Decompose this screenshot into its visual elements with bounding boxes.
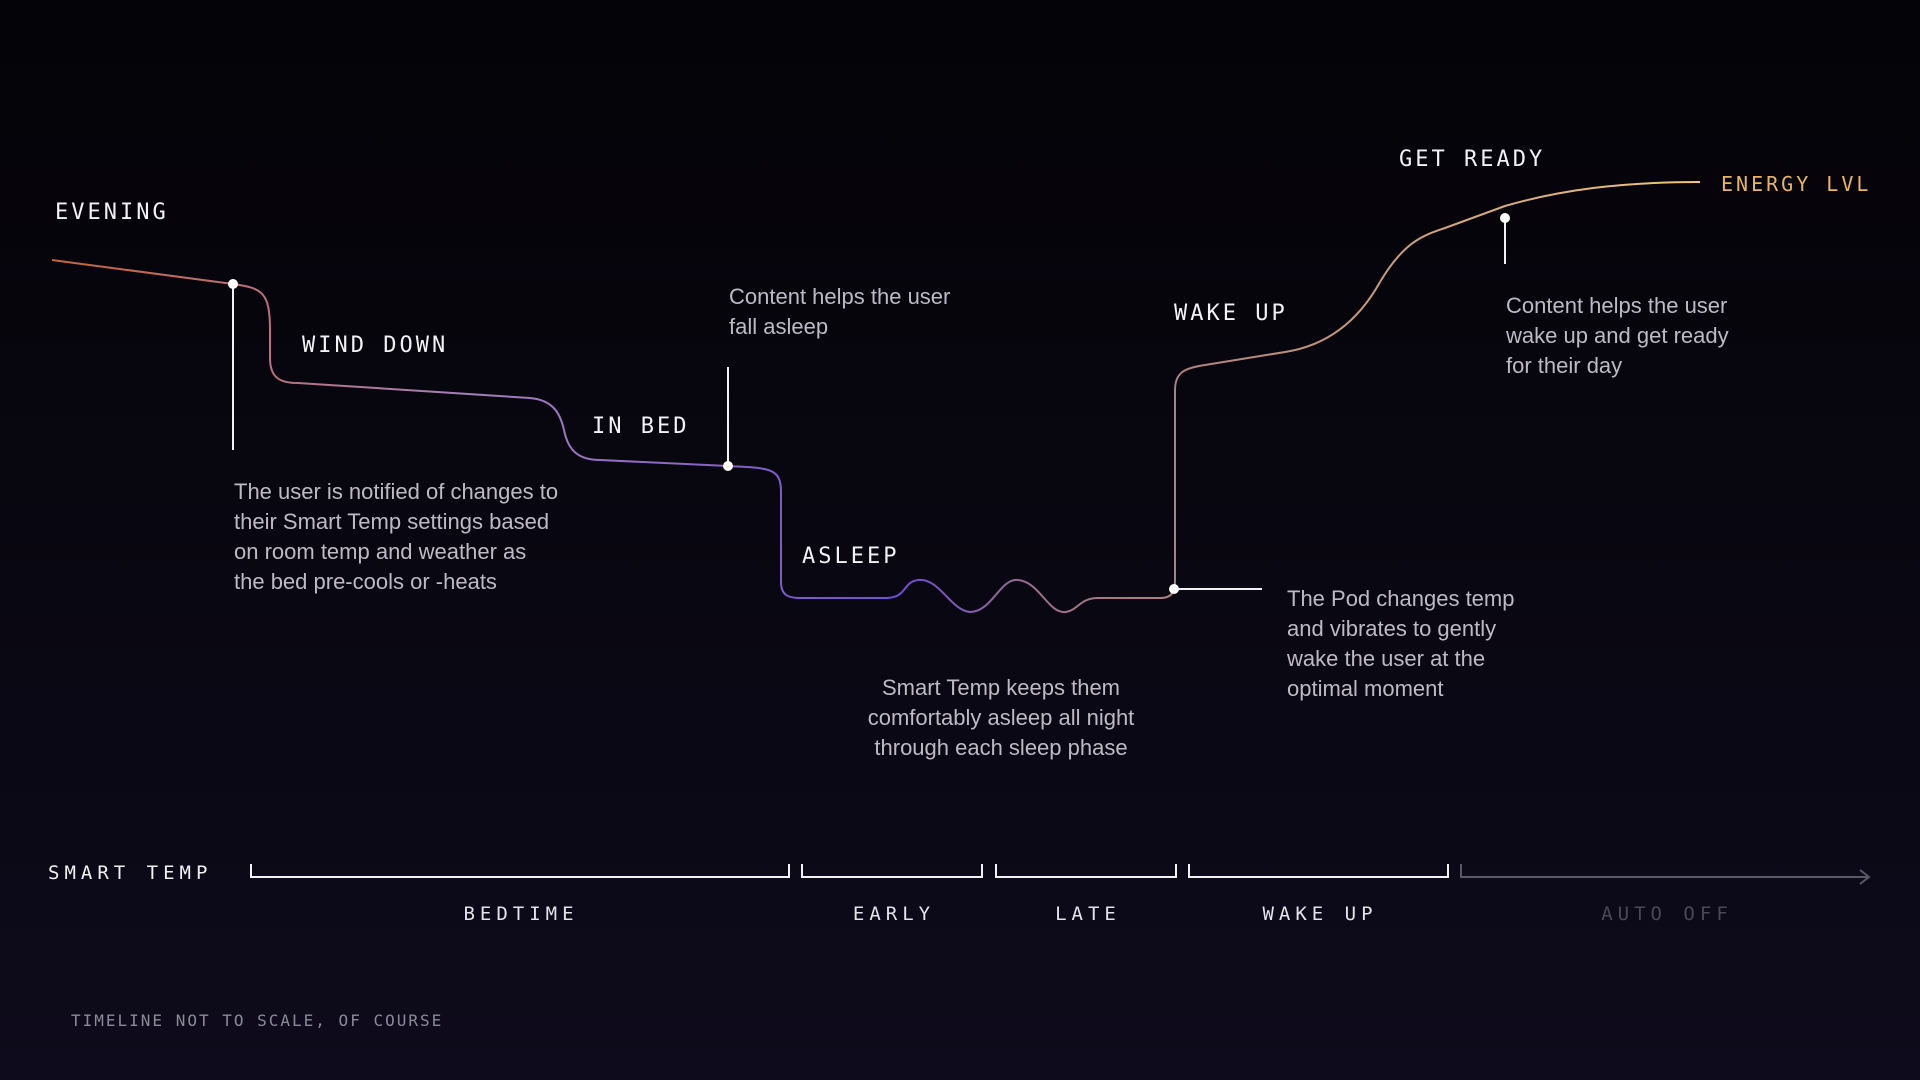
- timeline-title: SMART TEMP: [48, 862, 213, 884]
- stage-label-get-ready: GET READY: [1399, 147, 1546, 172]
- in-bed-dot: [723, 461, 733, 471]
- stage-label-wind-down: WIND DOWN: [302, 333, 449, 358]
- auto-off-bracket: [1460, 864, 1868, 878]
- wind-down-dot: [228, 279, 238, 289]
- wind-down-description: The user is notified of changes to their…: [234, 479, 559, 594]
- stage-markers: [232, 218, 1506, 590]
- segment-label-early: EARLY: [852, 903, 936, 925]
- bedtime-bracket: [250, 864, 790, 878]
- wake-up-dot: [1169, 584, 1179, 594]
- stage-label-in-bed: IN BED: [592, 414, 690, 439]
- footnote: TIMELINE NOT TO SCALE, OF COURSE: [71, 1011, 444, 1030]
- asleep-description: Smart Temp keeps them comfortably asleep…: [867, 675, 1135, 760]
- segment-label-late: LATE: [1055, 903, 1121, 925]
- early-bracket: [801, 864, 983, 878]
- timeline-arrow-icon: [1859, 869, 1871, 885]
- get-ready-dot: [1500, 213, 1510, 223]
- wake-up-description: The Pod changes temp and vibrates to gen…: [1287, 586, 1515, 701]
- energy-curve: [51, 181, 1701, 614]
- stage-label-asleep: ASLEEP: [802, 544, 900, 569]
- late-bracket: [995, 864, 1177, 878]
- segment-label-auto-off: AUTO OFF: [1601, 903, 1733, 925]
- get-ready-description: Content helps the user wake up and get r…: [1506, 293, 1729, 378]
- segment-label-bedtime: BEDTIME: [463, 903, 579, 925]
- timeline-brackets: [250, 864, 1871, 885]
- segment-label-wake-up: WAKE UP: [1262, 903, 1378, 925]
- stage-label-wake-up: WAKE UP: [1174, 301, 1288, 326]
- stage-label-evening: EVENING: [55, 200, 169, 225]
- wake-up-bracket: [1188, 864, 1449, 878]
- in-bed-description: Content helps the user fall asleep: [729, 284, 951, 339]
- stage-marker-dots: [228, 213, 1510, 594]
- curve-end-label: ENERGY LVL: [1721, 172, 1872, 196]
